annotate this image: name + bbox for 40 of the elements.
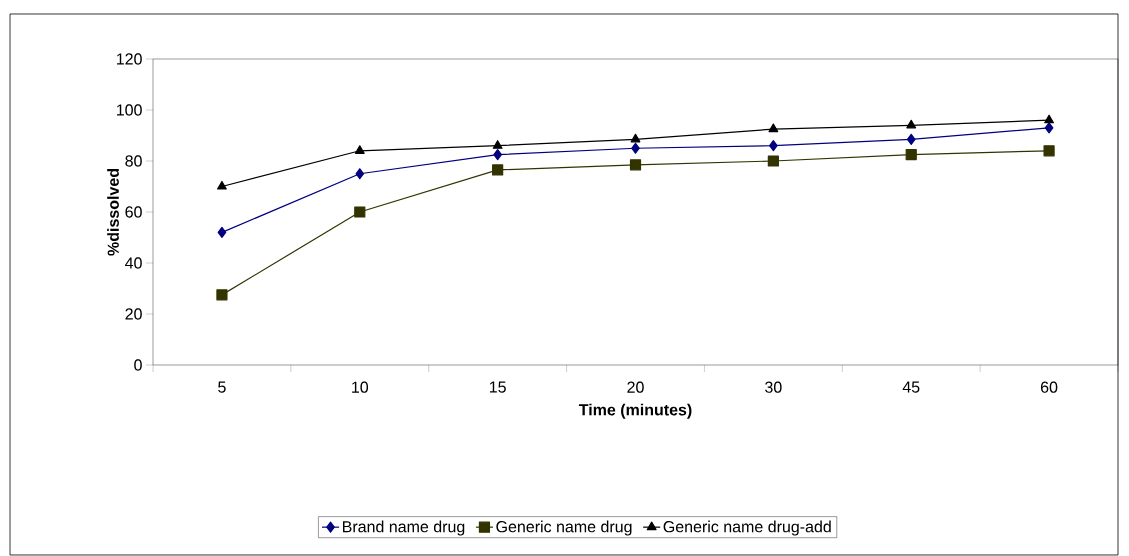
- point: [354, 206, 366, 218]
- point: [1044, 122, 1054, 134]
- y-tick-label: 40: [125, 257, 142, 269]
- x-tick-label: 5: [218, 381, 226, 393]
- point: [631, 142, 640, 154]
- point: [493, 149, 502, 161]
- y-tick-label: 20: [125, 308, 142, 320]
- y-tick-label: 120: [117, 53, 142, 65]
- x-tick-label: 20: [627, 381, 644, 393]
- point: [767, 155, 779, 167]
- y-axis-title: %dissolved: [107, 169, 119, 256]
- point: [217, 180, 227, 190]
- point: [629, 159, 642, 171]
- point: [1043, 145, 1055, 157]
- point: [1044, 114, 1054, 124]
- point: [492, 140, 503, 149]
- point: [630, 133, 641, 143]
- legend-label: Generic name drug: [496, 520, 632, 536]
- point: [905, 149, 917, 161]
- x-tick-label: 45: [902, 381, 920, 393]
- point: [768, 123, 779, 133]
- point: [906, 133, 916, 145]
- x-tick-label: 15: [489, 381, 506, 393]
- x-tick-label: 10: [352, 381, 369, 393]
- point: [354, 145, 365, 154]
- y-tick-label: 100: [117, 104, 142, 116]
- point: [216, 289, 228, 301]
- x-tick-label: 30: [765, 381, 782, 393]
- y-tick-label: 80: [125, 155, 142, 167]
- point: [906, 119, 917, 129]
- legend-label: Brand name drug: [343, 520, 465, 536]
- point: [492, 164, 504, 176]
- point: [355, 168, 365, 180]
- y-tick-label: 60: [125, 206, 142, 218]
- legend-label: Generic name drug-add: [663, 520, 831, 536]
- point: [217, 226, 227, 238]
- point: [769, 140, 778, 152]
- y-tick-label: 0: [134, 359, 142, 371]
- x-axis-title: Time (minutes): [578, 403, 692, 419]
- x-tick-label: 60: [1040, 381, 1058, 393]
